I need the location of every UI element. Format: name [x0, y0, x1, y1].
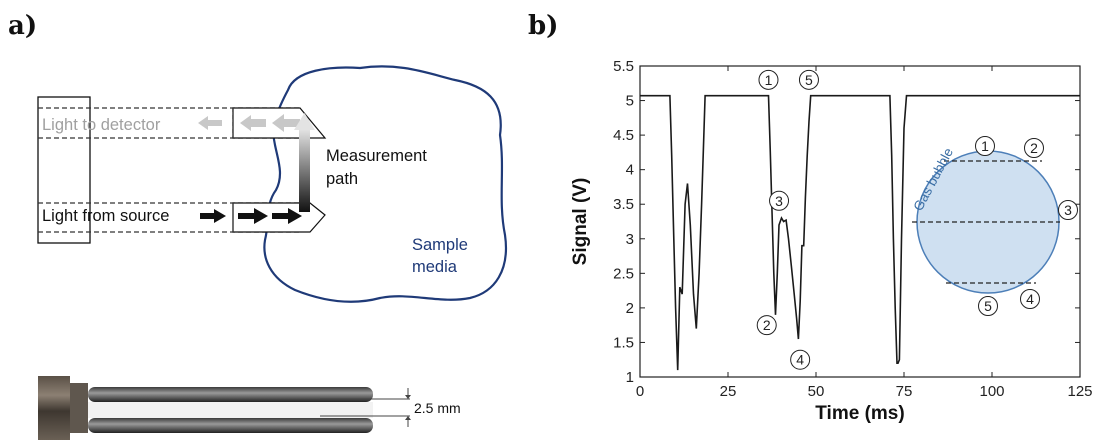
trace-annotation-circle: [756, 315, 777, 336]
signal-trace: [640, 94, 1080, 371]
bubble-point-label: 1: [981, 138, 989, 154]
x-tick-label: 125: [1067, 383, 1092, 400]
bubble-point-markers: 1 2 3 4 5: [975, 136, 1078, 316]
y-tick-label: 5.5: [613, 58, 634, 75]
probe-body: [37, 96, 91, 244]
y-tick-label: 2: [626, 300, 634, 317]
black-arrow-3: [272, 208, 302, 224]
probe-photo: [38, 376, 411, 440]
source-arrows: [200, 208, 302, 224]
x-tick-label: 0: [636, 383, 644, 400]
sample-media-label-line1: Sample: [412, 236, 468, 254]
trace-annotation-circle: [790, 349, 811, 370]
trace-annotations: 1 5 3 2 4: [756, 69, 819, 370]
trace-annotation-label: 2: [763, 317, 771, 333]
y-axis-ticks: 1 1.5 2 2.5 3 3.5 4 4.5 5 5.5: [613, 58, 1080, 386]
signal-chart: 11.522.533.544.555.5 0 25 50 75 100 125 Signa…: [570, 58, 1093, 424]
trace-annotation-circle: [769, 190, 790, 211]
light-to-detector-label: Light to detector: [42, 116, 161, 134]
y-tick-label: 1: [626, 369, 634, 386]
bubble-point-label: 2: [1030, 140, 1038, 156]
trace-annotation-circle: [798, 69, 819, 90]
y-tick-label: 1.5: [613, 334, 634, 351]
bubble-point-circle: [1058, 200, 1078, 220]
black-arrow-2: [238, 208, 268, 224]
bubble-point-circle: [978, 296, 998, 316]
x-axis-ticks: 0 25 50 75 100 125: [636, 66, 1093, 400]
scale-bar-label: 2.5 mm: [414, 400, 461, 416]
y-tick-label: 4.5: [613, 127, 634, 144]
x-tick-label: 25: [720, 383, 737, 400]
sample-media-label-line2: media: [412, 258, 458, 276]
detector-arrows: [198, 114, 300, 132]
y-tick-label: 3.5: [613, 196, 634, 213]
trace-annotation-label: 3: [775, 193, 783, 209]
light-from-source-label: Light from source: [42, 207, 169, 225]
y-tick-label: 5: [626, 93, 634, 110]
bubble-point-label: 3: [1064, 202, 1072, 218]
bubble-point-label: 5: [984, 298, 992, 314]
plot-frame: [639, 65, 1081, 378]
y-axis-title: Signal (V): [570, 178, 591, 266]
measurement-path-label-line1: Measurement: [326, 147, 427, 165]
panel-a: a) Light to detector Light from source: [8, 11, 508, 440]
panel-b-label: b): [528, 11, 558, 41]
bubble-inset: Gas bubble: [910, 145, 1060, 294]
panel-a-label: a): [8, 11, 37, 41]
y-tick-label: 4: [626, 162, 634, 179]
bubble-point-circle: [1024, 138, 1044, 158]
bubble-point-circle: [975, 136, 995, 156]
x-tick-label: 75: [896, 383, 913, 400]
trace-annotation-label: 1: [765, 72, 773, 88]
gray-arrow-1: [198, 116, 222, 130]
panel-b: b) 11.522.533.544.555.5 0 25 50 75 100 125 Si…: [528, 11, 1093, 424]
gray-arrow-3: [272, 114, 300, 132]
trace-annotation-circle: [758, 69, 779, 90]
x-axis-title: Time (ms): [815, 403, 904, 424]
y-tick-label: 3: [626, 231, 634, 248]
gray-arrow-2: [240, 115, 266, 131]
trace-annotation-label: 5: [805, 72, 813, 88]
black-arrow-1: [200, 209, 226, 223]
x-tick-label: 50: [808, 383, 825, 400]
trace-annotation-label: 4: [796, 352, 804, 368]
x-tick-label: 100: [979, 383, 1004, 400]
bubble-point-label: 4: [1026, 291, 1034, 307]
measurement-path-label-line2: path: [326, 170, 358, 188]
y-tick-label: 2.5: [613, 265, 634, 282]
sample-media-outline: [263, 65, 508, 303]
measurement-path-arrow: [294, 113, 315, 212]
bubble-point-circle: [1020, 289, 1040, 309]
